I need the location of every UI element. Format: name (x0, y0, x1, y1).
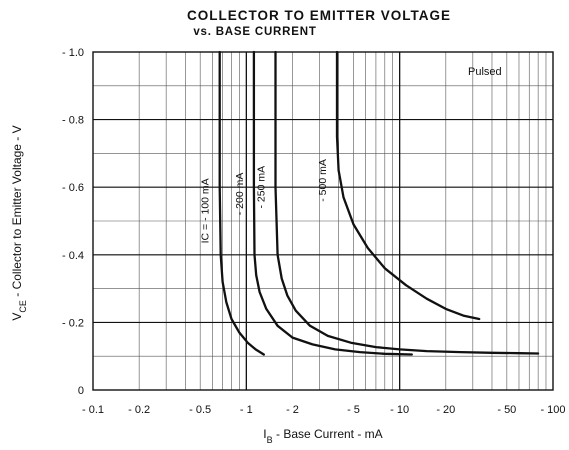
series-line (252, 50, 413, 356)
x-tick-label: - 100 (540, 404, 565, 416)
series-lines (218, 50, 540, 356)
x-tick-label: - 50 (497, 404, 516, 416)
x-tick-label: - 5 (347, 404, 360, 416)
x-tick-labels: - 0.1 - 0.2 - 0.5 - 1 - 2 - 5 - 10 - 20 - 50 - 10… (82, 404, 566, 416)
series-label: IC = - 100 mA (200, 178, 212, 243)
chart-subtitle: vs. BASE CURRENT (193, 26, 316, 38)
chart-title: COLLECTOR TO EMITTER VOLTAGE (187, 8, 451, 23)
x-tick-label: - 0.2 (128, 404, 150, 416)
y-tick-label: - 1.0 (62, 47, 84, 59)
major-gridlines (93, 52, 553, 390)
y-tick-label: 0 (78, 385, 84, 397)
x-tick-label: - 10 (390, 404, 409, 416)
y-tick-label: - 0.6 (62, 182, 84, 194)
series-label: - 200 mA (234, 173, 246, 216)
x-tick-label: - 0.1 (82, 404, 104, 416)
x-axis-label: IB - Base Current - mA (263, 427, 382, 445)
y-tick-label: - 0.4 (62, 250, 84, 262)
series-line (335, 50, 481, 321)
series-label: - 500 mA (317, 159, 329, 202)
series-labels: IC = - 100 mA - 200 mA - 250 mA - 500 mA (200, 159, 329, 243)
y-tick-labels: 0 - 0.2 - 0.4 - 0.6 - 0.8 - 1.0 (62, 47, 84, 397)
series-label: - 250 mA (256, 166, 268, 209)
x-tick-label: - 2 (286, 404, 299, 416)
x-tick-label: - 20 (436, 404, 455, 416)
y-tick-label: - 0.2 (62, 317, 84, 329)
minor-gridlines (93, 52, 553, 390)
plot-frame (92, 51, 554, 391)
pulsed-note: Pulsed (468, 66, 502, 78)
x-tick-label: - 0.5 (189, 404, 211, 416)
y-tick-label: - 0.8 (62, 115, 84, 127)
series-line (274, 50, 540, 355)
series-line (218, 50, 265, 356)
x-tick-label: - 1 (240, 404, 253, 416)
y-axis-label: VCE - Collector to Emitter Voltage - V (10, 125, 28, 320)
